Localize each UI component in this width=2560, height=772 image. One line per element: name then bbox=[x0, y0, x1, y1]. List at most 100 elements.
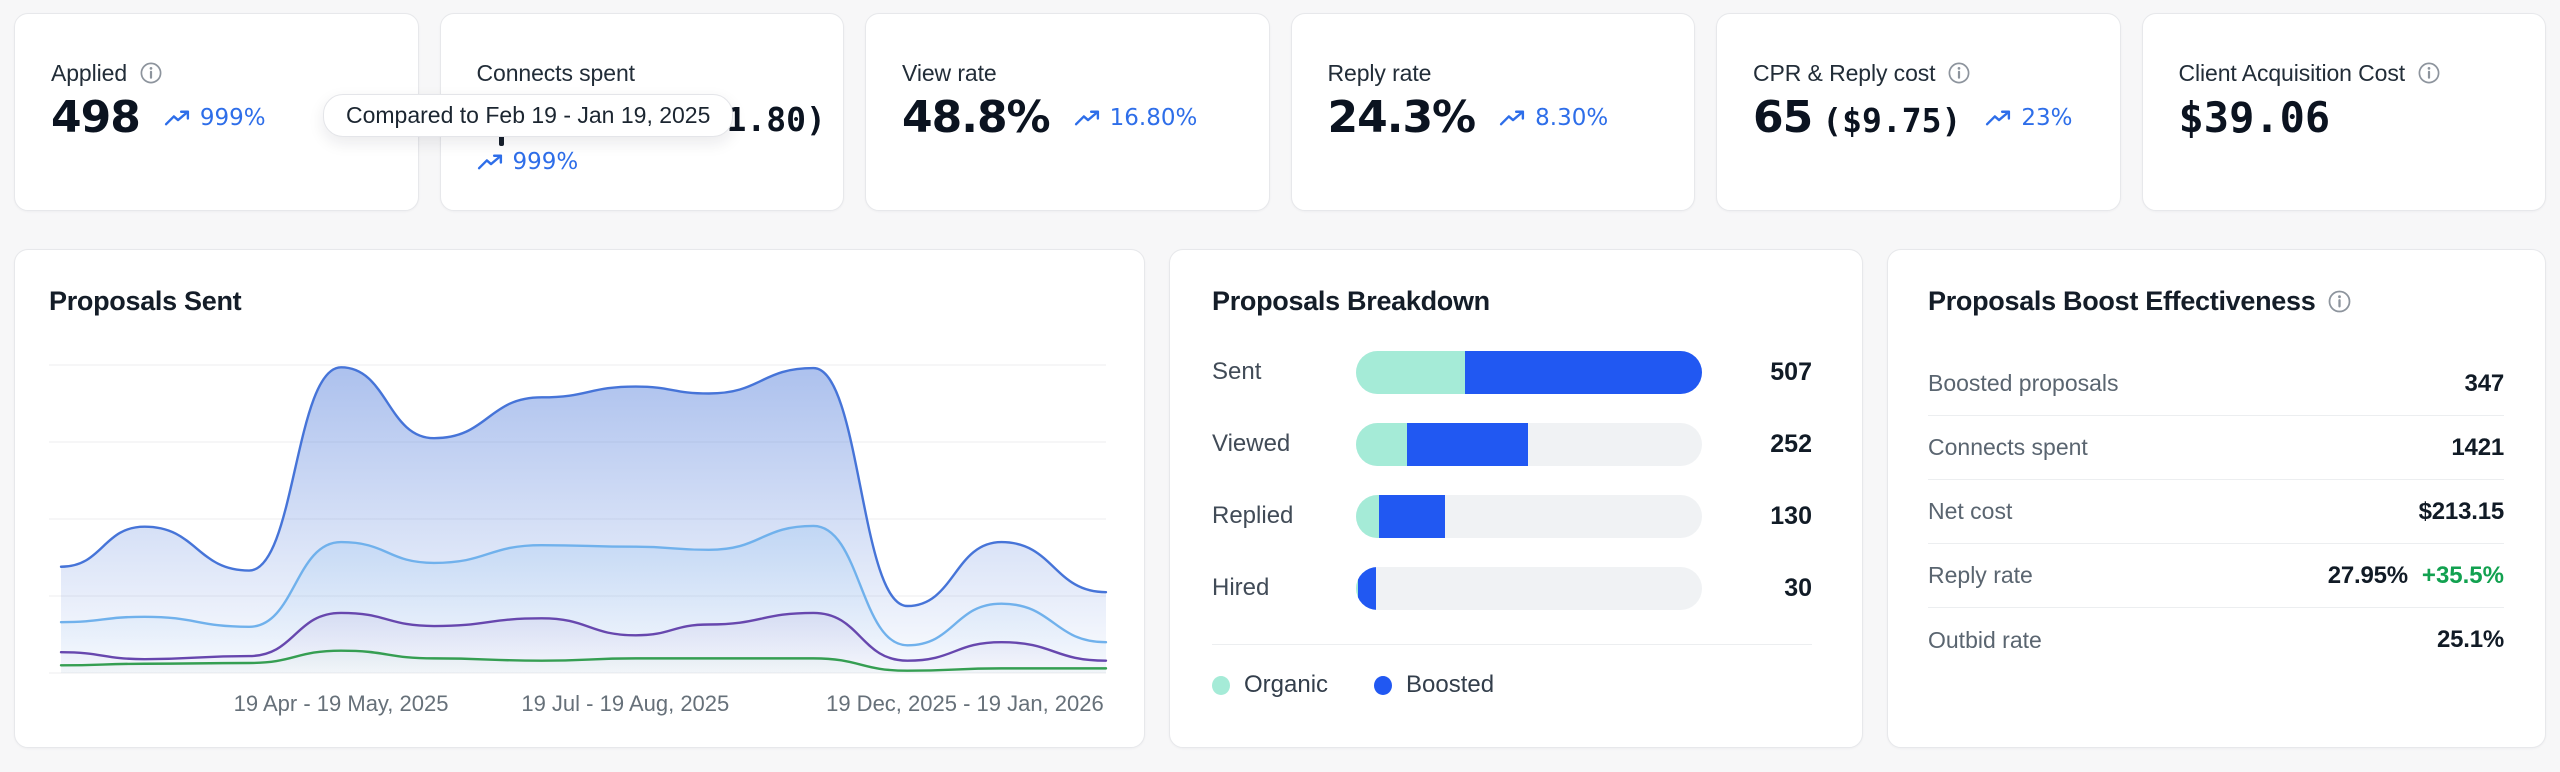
stat-value: 24.3% bbox=[1327, 92, 1477, 143]
legend-divider bbox=[1212, 644, 1812, 645]
metric-row-reply-rate: Reply rate 27.95% +35.5% bbox=[1928, 544, 2504, 608]
metric-label: Boosted proposals bbox=[1928, 370, 2119, 396]
card-label: CPR & Reply cost bbox=[1753, 59, 1936, 86]
boosted-legend-dot bbox=[1374, 675, 1393, 695]
stat-cards-row: Applied 498 999% Connects spent 1.80) bbox=[0, 0, 2560, 211]
stat-card-connects-spent: Connects spent 1.80) 999% bbox=[439, 13, 844, 211]
metric-row-boosted-proposals: Boosted proposals 347 bbox=[1928, 352, 2504, 416]
info-icon[interactable] bbox=[139, 61, 163, 85]
card-label: View rate bbox=[902, 59, 997, 86]
breakdown-row-replied: Replied 130 bbox=[1212, 480, 1812, 552]
stat-value-secondary: ($9.75) bbox=[1822, 101, 1962, 140]
x-axis-tick-label: 19 Jul - 19 Aug, 2025 bbox=[521, 691, 730, 716]
panels-row: Proposals Sent 19 Apr - 19 May, 2025 19 J… bbox=[0, 211, 2560, 748]
row-label: Hired bbox=[1212, 574, 1270, 601]
trend-value: 999% bbox=[512, 149, 579, 175]
metric-value: $213.15 bbox=[2418, 497, 2505, 525]
breakdown-row-hired: Hired 30 bbox=[1212, 552, 1812, 624]
breakdown-rows: Sent 507 Viewed 252 Replied bbox=[1212, 336, 1812, 624]
bar-organic bbox=[1356, 350, 1466, 394]
row-label: Sent bbox=[1212, 358, 1262, 385]
occluded-glyph-fragment bbox=[498, 137, 504, 146]
trend-badge: 999% bbox=[477, 149, 579, 175]
metric-delta: +35.5% bbox=[2421, 561, 2504, 589]
trend-badge: 999% bbox=[164, 96, 266, 140]
stat-value: 65 bbox=[1753, 92, 1813, 143]
organic-legend-dot bbox=[1212, 675, 1230, 695]
card-label: Reply rate bbox=[1327, 59, 1432, 86]
area-line-replied bbox=[59, 611, 1108, 662]
stat-value: 48.8% bbox=[902, 92, 1051, 143]
stacked-bar bbox=[1356, 350, 1702, 394]
metric-row-net-cost: Net cost $213.15 bbox=[1928, 480, 2504, 544]
boost-effectiveness-panel: Proposals Boost Effectiveness Boosted pr… bbox=[1887, 249, 2546, 748]
stacked-bar bbox=[1356, 494, 1702, 538]
panel-title: Proposals Sent bbox=[49, 286, 242, 316]
trend-badge: 23% bbox=[1985, 96, 2072, 140]
metric-label: Reply rate bbox=[1928, 562, 2033, 588]
stat-card-cpr-reply-cost: CPR & Reply cost 65 ($9.75) 23% bbox=[1716, 13, 2121, 211]
metric-label: Connects spent bbox=[1928, 434, 2088, 460]
proposals-breakdown-panel: Proposals Breakdown Sent 507 Viewed 252 bbox=[1169, 249, 1863, 748]
card-label: Connects spent bbox=[476, 59, 636, 86]
chart-legend: Organic Boosted bbox=[1212, 671, 1812, 699]
bar-organic bbox=[1356, 494, 1380, 538]
area-fill-hired bbox=[61, 650, 1106, 673]
panel-title: Proposals Breakdown bbox=[1212, 286, 1490, 316]
area-line-hired bbox=[59, 649, 1108, 672]
legend-item-boosted[interactable]: Boosted bbox=[1374, 671, 1494, 699]
legend-item-organic[interactable]: Organic bbox=[1212, 671, 1328, 699]
breakdown-row-sent: Sent 507 bbox=[1212, 336, 1812, 408]
metric-value: 27.95% bbox=[2327, 561, 2408, 589]
bar-boosted bbox=[1465, 350, 1702, 394]
row-value: 507 bbox=[1770, 357, 1812, 386]
row-value: 30 bbox=[1784, 573, 1812, 602]
trend-value: 999% bbox=[199, 105, 266, 131]
bar-boosted bbox=[1379, 494, 1445, 538]
bar-boosted bbox=[1358, 566, 1377, 610]
legend-label: Boosted bbox=[1406, 671, 1495, 698]
metric-row-outbid-rate: Outbid rate 25.1% bbox=[1928, 608, 2504, 672]
area-line-sent bbox=[59, 366, 1108, 608]
stacked-bar bbox=[1356, 566, 1702, 610]
area-line-viewed bbox=[59, 524, 1108, 647]
stat-value: 498 bbox=[51, 92, 141, 143]
row-value: 130 bbox=[1770, 501, 1812, 530]
metric-label: Outbid rate bbox=[1928, 626, 2042, 653]
trend-value: 23% bbox=[2021, 105, 2073, 131]
metric-value: 25.1% bbox=[2436, 626, 2504, 653]
stat-value: $39.06 bbox=[2178, 93, 2331, 142]
proposals-sent-area-chart bbox=[49, 364, 1108, 674]
info-icon[interactable] bbox=[2417, 61, 2441, 85]
x-axis-labels: 19 Apr - 19 May, 2025 19 Jul - 19 Aug, 20… bbox=[15, 690, 1146, 718]
trending-up-icon bbox=[1500, 110, 1525, 125]
stat-value-fragment: 1.80) bbox=[726, 100, 826, 139]
trending-up-icon bbox=[1074, 110, 1099, 125]
bar-organic bbox=[1356, 422, 1408, 466]
trending-up-icon bbox=[477, 154, 502, 169]
trending-up-icon bbox=[164, 110, 189, 125]
info-icon[interactable] bbox=[1947, 61, 1971, 85]
breakdown-row-viewed: Viewed 252 bbox=[1212, 408, 1812, 480]
trending-up-icon bbox=[1986, 110, 2011, 125]
stat-card-view-rate: View rate 48.8% 16.80% bbox=[865, 13, 1270, 211]
trend-value: 8.30% bbox=[1535, 105, 1609, 131]
card-label: Client Acquisition Cost bbox=[2178, 59, 2406, 86]
trend-badge: 16.80% bbox=[1074, 96, 1197, 140]
metric-label: Net cost bbox=[1928, 498, 2013, 524]
row-value: 252 bbox=[1770, 429, 1812, 458]
metric-value: 1421 bbox=[2451, 433, 2504, 461]
panel-title: Proposals Boost Effectiveness bbox=[1928, 286, 2316, 316]
comparison-tooltip: Compared to Feb 19 - Jan 19, 2025 bbox=[323, 94, 734, 137]
metric-rows: Boosted proposals 347 Connects spent 142… bbox=[1928, 352, 2504, 672]
x-axis-tick-label: 19 Apr - 19 May, 2025 bbox=[233, 691, 449, 716]
metric-value: 347 bbox=[2464, 369, 2505, 397]
card-label: Applied bbox=[51, 59, 128, 86]
stacked-bar bbox=[1356, 422, 1702, 466]
stat-card-reply-rate: Reply rate 24.3% 8.30% bbox=[1290, 13, 1695, 211]
info-icon[interactable] bbox=[2327, 289, 2352, 314]
row-label: Viewed bbox=[1212, 430, 1291, 457]
metric-row-connects-spent: Connects spent 1421 bbox=[1928, 416, 2504, 480]
stat-card-client-acquisition-cost: Client Acquisition Cost $39.06 bbox=[2141, 13, 2546, 211]
bar-organic bbox=[1356, 566, 1359, 610]
